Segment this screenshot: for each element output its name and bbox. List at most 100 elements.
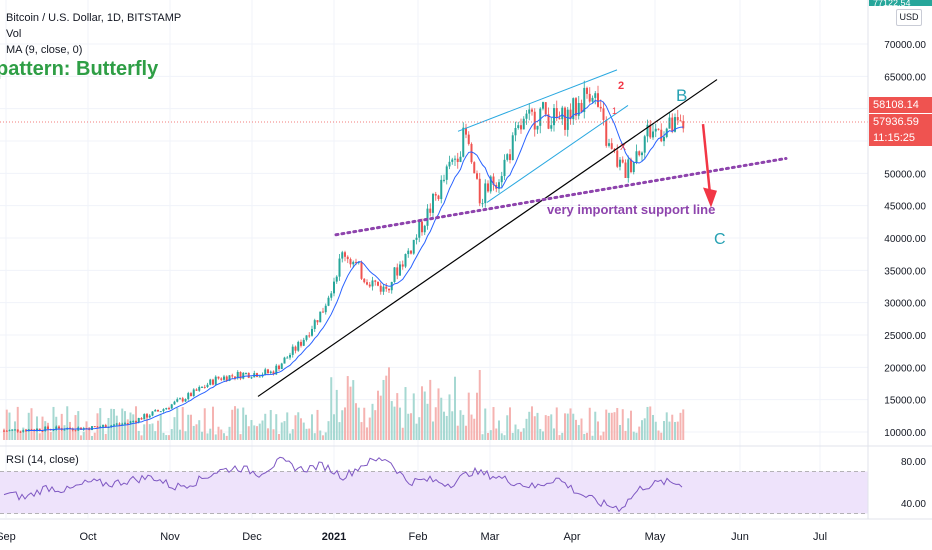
volume-bar	[236, 408, 239, 440]
volume-bar	[256, 426, 258, 440]
candle-body	[330, 293, 333, 298]
currency-badge[interactable]: USD	[896, 9, 922, 26]
volume-bar	[594, 411, 597, 440]
volume-bar	[363, 407, 366, 440]
candle-body	[93, 426, 96, 428]
rsi-legend[interactable]: RSI (14, close)	[6, 454, 79, 466]
candle-body	[536, 125, 539, 130]
volume-bar	[146, 413, 148, 440]
candle-body	[143, 414, 146, 420]
candle-body	[275, 365, 278, 375]
volume-bar	[212, 406, 214, 440]
candle-body	[517, 125, 520, 128]
volume-bar	[374, 410, 377, 440]
volume-bar	[575, 419, 577, 440]
volume-bar	[231, 409, 234, 440]
x-tick-label: 2021	[322, 531, 346, 543]
volume-bar	[159, 413, 162, 440]
volume-bar	[415, 423, 418, 440]
volume-bar	[47, 422, 49, 440]
candle-body	[242, 372, 245, 379]
candle-body	[555, 108, 558, 118]
volume-bar	[104, 433, 107, 440]
candle-body	[478, 178, 481, 204]
volume-legend[interactable]: Vol	[6, 28, 22, 40]
volume-bar	[657, 430, 660, 440]
candle-body	[668, 117, 671, 129]
candle-body	[520, 125, 522, 130]
volume-bar	[525, 418, 528, 440]
ma-legend[interactable]: MA (9, close, 0)	[6, 44, 83, 56]
volume-bar	[286, 412, 289, 440]
candle-body	[239, 371, 242, 379]
volume-bar	[8, 412, 11, 440]
candle-body	[157, 409, 159, 412]
volume-bar	[41, 416, 44, 440]
volume-bar	[148, 424, 151, 440]
candle-body	[214, 376, 217, 385]
candle-body	[533, 111, 536, 130]
volume-bar	[445, 415, 448, 440]
candle-body	[58, 426, 60, 429]
volume-bar	[118, 423, 121, 440]
volume-bar	[49, 432, 52, 440]
candle-body	[289, 354, 291, 358]
candle-body	[121, 423, 124, 425]
volume-bar	[291, 429, 294, 440]
volume-bar	[506, 415, 509, 440]
candle-body	[8, 430, 11, 432]
volume-bar	[192, 425, 195, 440]
candle-body	[632, 162, 635, 173]
x-tick-label: Oct	[79, 531, 96, 543]
candle-body	[291, 346, 294, 355]
volume-bar	[539, 428, 542, 440]
volume-bar	[586, 432, 588, 440]
volume-bar	[341, 410, 344, 440]
volume-bar	[632, 431, 635, 440]
volume-bar	[668, 421, 671, 440]
candle-body	[278, 365, 280, 370]
candle-body	[228, 375, 231, 381]
candle-body	[247, 372, 250, 378]
volume-bar	[371, 403, 374, 440]
candle-body	[55, 426, 58, 430]
candle-body	[344, 252, 346, 257]
volume-bar	[399, 407, 401, 440]
volume-bar	[465, 425, 467, 440]
candle-body	[198, 387, 201, 391]
candle-body	[467, 134, 470, 144]
volume-bar	[261, 420, 264, 440]
volume-bar	[418, 417, 421, 440]
volume-bar	[410, 413, 412, 440]
candle-body	[173, 401, 176, 405]
candle-body	[473, 162, 476, 174]
top-price-badge: 77122.54	[869, 0, 932, 6]
candle-body	[564, 107, 566, 130]
symbol-title[interactable]: Bitcoin / U.S. Dollar, 1D, BITSTAMP	[6, 12, 182, 24]
volume-bar	[168, 435, 170, 440]
volume-bar	[467, 392, 470, 440]
volume-bar	[432, 421, 434, 440]
volume-bar	[102, 425, 104, 440]
volume-bar	[170, 429, 173, 440]
volume-bar	[143, 424, 146, 440]
volume-bar	[627, 418, 630, 440]
volume-bar	[663, 421, 665, 440]
volume-bar	[377, 390, 379, 440]
candle-body	[96, 426, 99, 428]
candle-body	[146, 414, 148, 418]
candle-body	[19, 431, 22, 433]
volume-bar	[613, 412, 616, 440]
volume-bar	[214, 434, 217, 440]
candle-body	[429, 208, 432, 213]
candle-body	[360, 262, 363, 279]
y-tick-label: 70000.00	[884, 40, 926, 51]
volume-bar	[550, 414, 553, 440]
candle-body	[308, 335, 311, 337]
volume-bar	[572, 413, 575, 440]
rsi-tick-label: 40.00	[901, 499, 926, 510]
volume-bar	[27, 412, 30, 440]
volume-bar	[22, 427, 25, 440]
volume-bar	[646, 406, 649, 440]
